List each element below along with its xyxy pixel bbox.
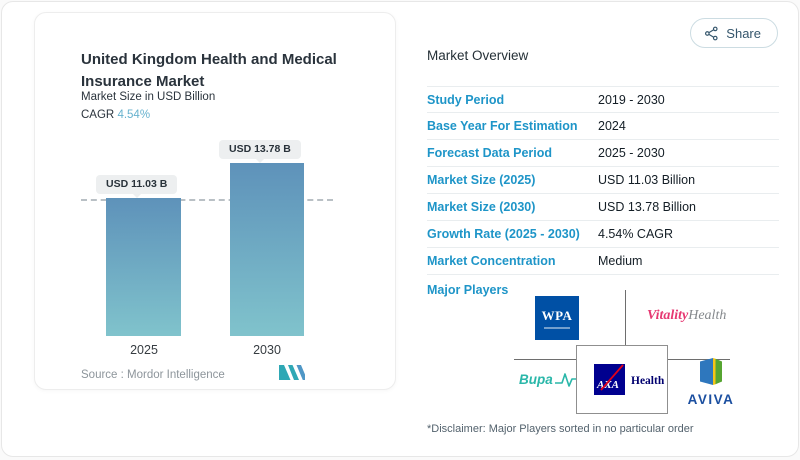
row-label: Market Size (2025) (427, 173, 536, 187)
share-icon (704, 26, 719, 41)
overview-table: Study Period 2019 - 2030 Base Year For Es… (427, 86, 779, 275)
vitality-logo-text: Vitality (647, 308, 689, 323)
row-value: 2024 (598, 119, 626, 133)
share-button-label: Share (726, 25, 761, 41)
vitality-health-logo-text: Health (688, 308, 727, 323)
row-label: Market Size (2030) (427, 200, 536, 214)
axa-health-logo-box: AXA Health (576, 345, 668, 414)
row-label: Study Period (427, 92, 505, 107)
row-label: Market Concentration (427, 254, 556, 268)
aviva-mark-icon (699, 358, 722, 385)
x-axis-label-2025: 2025 (130, 343, 158, 357)
bar-2030 (230, 163, 304, 336)
players-connector-vertical (625, 290, 626, 345)
axa-health-logo-text: Health (631, 375, 665, 387)
axa-logo: AXA (594, 364, 625, 395)
row-label: Growth Rate (2025 - 2030) (427, 227, 580, 241)
disclaimer-text: *Disclaimer: Major Players sorted in no … (427, 423, 694, 435)
row-label: Base Year For Estimation (427, 119, 578, 133)
table-row: Market Size (2030) USD 13.78 Billion (427, 194, 779, 221)
row-value: USD 13.78 Billion (598, 200, 696, 214)
share-button[interactable]: Share (690, 18, 778, 48)
table-row: Forecast Data Period 2025 - 2030 (427, 140, 779, 167)
chart-subtitle: Market Size in USD Billion (81, 91, 216, 103)
reference-dashed-line (81, 199, 333, 201)
x-axis-label-2030: 2030 (253, 343, 281, 357)
table-row: Growth Rate (2025 - 2030) 4.54% CAGR (427, 221, 779, 248)
players-connector-horizontal-left (514, 359, 576, 360)
bar-value-badge-2025: USD 11.03 B (96, 175, 178, 198)
chart-card: United Kingdom Health and Medical Insura… (34, 12, 396, 390)
vitalityhealth-logo: VitalityHealth (647, 308, 726, 324)
cagr-value: 4.54% (117, 109, 151, 121)
table-row: Market Size (2025) USD 11.03 Billion (427, 167, 779, 194)
source-attribution: Source : Mordor Intelligence (81, 369, 225, 381)
bar-value-badge-2030: USD 13.78 B (219, 140, 301, 163)
table-row: Market Concentration Medium (427, 248, 779, 275)
row-value: 2025 - 2030 (598, 146, 665, 160)
aviva-logo-text: AVIVA (687, 392, 735, 407)
row-value: USD 11.03 Billion (598, 173, 696, 187)
wpa-logo: WPA (535, 296, 579, 340)
cagr-line: CAGR 4.54% (81, 109, 150, 121)
wpa-logo-text: WPA (541, 307, 573, 323)
players-connector-horizontal-right (668, 359, 730, 360)
mordor-intelligence-logo-icon (279, 365, 305, 385)
row-value: 2019 - 2030 (598, 92, 665, 107)
cagr-label: CAGR (81, 109, 115, 121)
aviva-logo: AVIVA (679, 358, 743, 407)
table-row: Base Year For Estimation 2024 (427, 113, 779, 140)
overview-heading: Market Overview (427, 48, 529, 63)
bar-2025 (106, 198, 181, 336)
table-row: Study Period 2019 - 2030 (427, 86, 779, 113)
row-value: Medium (598, 254, 643, 268)
chart-title: United Kingdom Health and Medical Insura… (81, 51, 337, 90)
bupa-logo: Bupa (519, 370, 581, 388)
bupa-pulse-icon (554, 370, 581, 388)
wpa-logo-subtext (544, 326, 570, 329)
major-players-label: Major Players (427, 283, 509, 297)
row-label: Forecast Data Period (427, 146, 553, 160)
row-value: 4.54% CAGR (598, 227, 674, 241)
bupa-logo-text: Bupa (519, 371, 553, 387)
